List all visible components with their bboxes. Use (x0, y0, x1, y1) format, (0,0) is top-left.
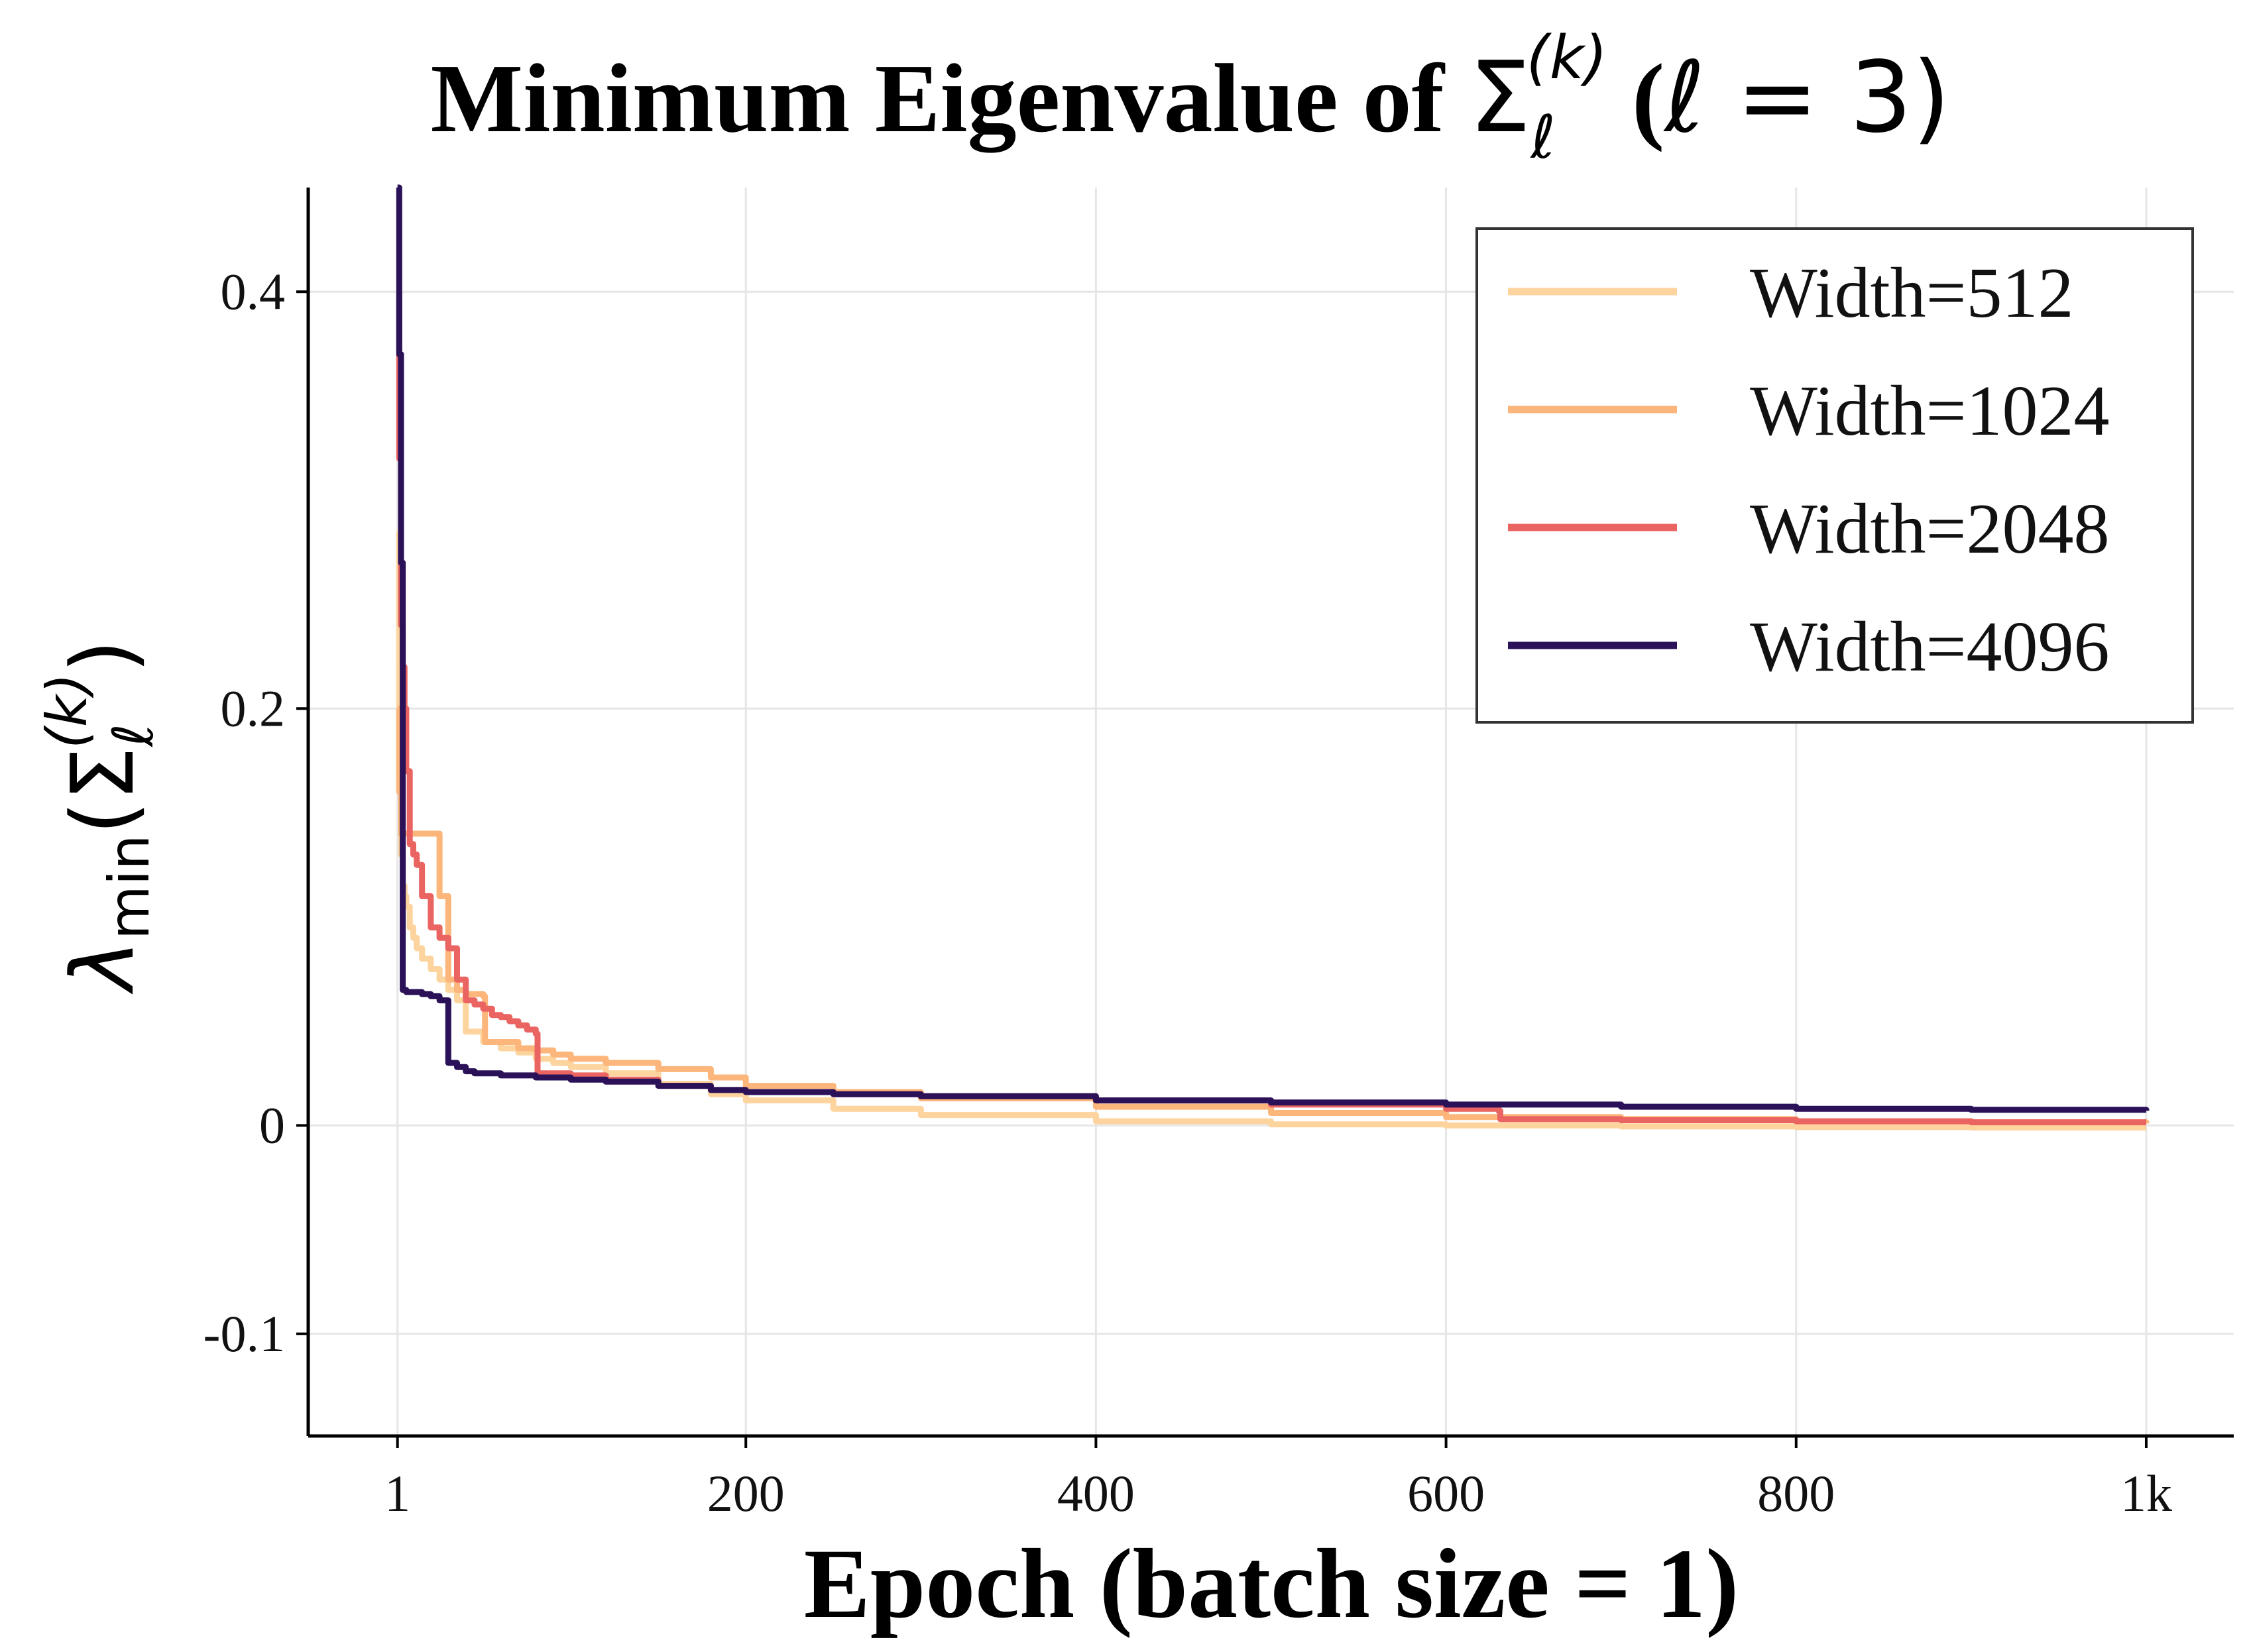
legend-items: Width=512 Width=1024 Width=2048 Width=4096 (1508, 254, 2110, 687)
legend: Width=512 Width=1024 Width=2048 Width=4096 (1475, 227, 2194, 724)
series-line-width-512 (396, 528, 2146, 1130)
x-tick-label: 1 (384, 1464, 410, 1522)
x-tick-label: 1k (2120, 1464, 2172, 1522)
series-line-width-1024 (396, 705, 2150, 1126)
chart-title: Minimum Eigenvalue of Σℓ(k) (ℓ = 3) (431, 23, 1951, 172)
y-tick-label: -0.1 (203, 1305, 285, 1362)
legend-label: Width=2048 (1750, 490, 2110, 569)
series-line-width-4096 (396, 184, 2150, 1113)
x-tick-label: 600 (1407, 1464, 1485, 1522)
legend-label: Width=4096 (1750, 608, 2110, 687)
series-group (396, 184, 2150, 1130)
y-tick-label: 0.2 (221, 679, 286, 737)
y-tick-label: 0.4 (221, 262, 286, 320)
legend-frame (1475, 227, 2194, 724)
legend-label: Width=1024 (1750, 372, 2110, 451)
x-axis-label: Epoch (batch size = 1) (804, 1529, 1739, 1639)
x-tick-label: 400 (1057, 1464, 1135, 1522)
legend-label: Width=512 (1750, 254, 2074, 333)
y-axis-label: λmin(Σℓ(k)) (34, 639, 166, 995)
ticks: 1 200 400 600 800 1k -0.1 0 0.2 0.4 (203, 262, 2172, 1522)
x-tick-label: 800 (1757, 1464, 1835, 1522)
x-tick-label: 200 (707, 1464, 785, 1522)
y-tick-label: 0 (259, 1096, 285, 1154)
